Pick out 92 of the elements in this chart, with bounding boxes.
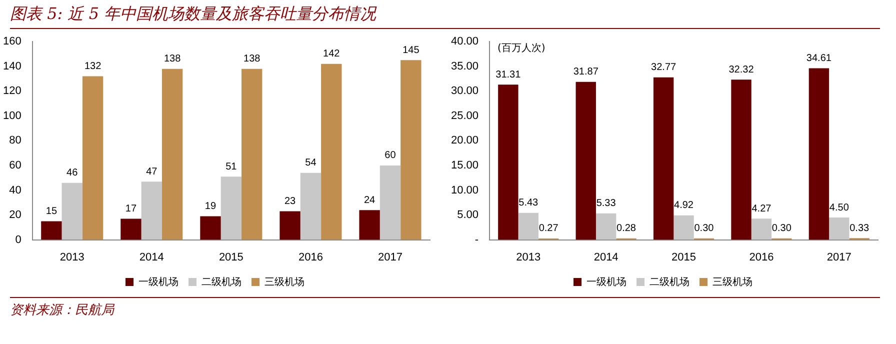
x-tick-label: 2013 [60,251,84,264]
y-tick-label: 140 [2,60,22,72]
y-tick-label: 120 [2,85,22,98]
bar [41,221,62,240]
y-tick-label: 10.00 [450,184,479,196]
y-tick-label: 60 [9,160,22,172]
bar [596,213,616,240]
y-tick-label: 40.00 [450,36,479,48]
y-tick-label: 100 [2,110,22,122]
y-tick-label: 15.00 [450,160,479,172]
data-label: 138 [164,54,182,65]
bar [280,211,300,240]
bar [498,84,518,240]
data-label: 4.92 [674,200,694,212]
y-tick-label: 20.00 [450,134,479,147]
data-label: 0.30 [694,223,714,234]
data-label: 46 [66,168,78,179]
data-label: 0.27 [538,223,559,234]
legend-label: 一级机场 [138,276,178,288]
data-label: 0.30 [772,223,792,234]
y-tick-label: 40 [9,184,22,196]
data-label: 5.33 [596,198,616,210]
data-label: 32.77 [651,62,677,74]
legend-label: 二级机场 [650,276,690,288]
bar [62,182,82,240]
y-tick-label: 25.00 [450,110,479,122]
bar [200,216,221,240]
bar [731,80,752,240]
data-label: 31.31 [496,69,522,80]
data-label: 54 [305,158,317,169]
y-tick-label: 35.00 [450,60,479,72]
y-tick-label: 20 [9,209,22,222]
bar [380,165,401,240]
data-label: 138 [244,54,261,65]
legend-label: 一级机场 [586,276,626,288]
bar [400,60,422,240]
y-tick-label: 160 [2,36,22,48]
chart-title: 图表 5: 近 5 年中国机场数量及旅客吞吐量分布情况 [10,4,880,29]
data-label: 142 [323,48,340,60]
data-label: 4.27 [752,203,772,214]
data-label: 15 [46,206,58,217]
data-label: 34.61 [806,53,832,64]
bar [359,210,380,240]
data-label: 60 [384,150,396,162]
bar [220,176,242,240]
x-tick-label: 2017 [826,251,852,264]
data-label: 32.32 [728,64,754,76]
bar [653,77,674,240]
y-tick-label: 5.00 [457,209,479,222]
bar [518,212,538,240]
x-tick-label: 2016 [749,251,774,264]
x-tick-label: 2013 [516,251,541,264]
legend-label: 二级机场 [202,276,242,288]
data-label: 4.50 [829,202,850,214]
bar [829,218,850,240]
data-label: 24 [364,194,376,206]
bar [242,68,262,240]
y-tick-label: 0 [15,234,22,246]
data-label: 51 [226,161,238,172]
data-label: 145 [402,44,420,56]
bar [751,218,772,240]
bar [576,82,596,240]
data-label: 47 [146,166,158,178]
data-label: 19 [204,201,216,212]
data-label: 0.33 [850,222,870,234]
x-tick-label: 2014 [594,251,618,264]
y-axis-title: (百万人次) [498,43,546,54]
bar [162,68,183,240]
legend-label: 三级机场 [264,276,304,288]
x-tick-label: 2017 [378,251,402,264]
x-tick-label: 2015 [218,251,244,264]
bar [82,76,104,240]
legend-label: 三级机场 [712,276,752,288]
data-label: 0.28 [616,223,636,234]
bar [808,68,830,240]
data-label: 5.43 [518,198,539,209]
x-tick-label: 2014 [139,251,164,264]
x-tick-label: 2016 [298,251,323,264]
data-label: 17 [125,203,137,214]
y-tick-label: - [474,234,479,246]
y-tick-label: 30.00 [450,85,479,98]
data-label: 132 [84,61,102,72]
text: 资料来源：民航局 [10,297,880,319]
data-label: 23 [284,196,296,208]
bar [120,218,142,240]
bar [300,172,322,240]
data-label: 31.87 [573,66,599,78]
bar [141,182,162,240]
bar [674,215,694,240]
y-tick-label: 80 [9,134,22,147]
x-tick-label: 2015 [672,251,696,264]
bar [321,64,342,240]
